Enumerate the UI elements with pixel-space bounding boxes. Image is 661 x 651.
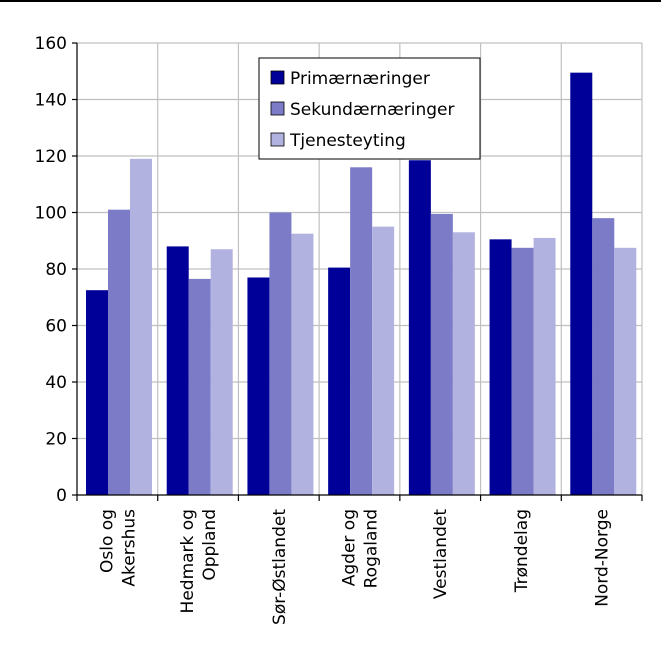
y-tick-label: 80 [45,260,67,280]
x-tick-label: Oslo og [97,509,117,573]
bar-2-7 [592,218,615,495]
x-tick-label: Akershus [119,509,139,587]
bar-3-3 [291,233,314,495]
bar-3-7 [614,247,637,495]
legend-label: Primærnæringer [290,69,430,89]
x-tick-label: Vestlandet [431,509,451,599]
bar-1-7 [570,72,593,495]
bar-2-4 [350,167,373,496]
y-tick-label: 100 [35,204,67,224]
x-tick-label: Oppland [200,509,220,581]
bar-3-4 [372,226,395,495]
bar-1-4 [328,267,351,495]
y-tick-label: 120 [35,147,67,167]
x-tick-label: Trøndelag [512,509,532,593]
bar-2-2 [188,278,211,495]
bar-1-6 [489,239,512,495]
x-tick-label: Rogaland [362,509,382,588]
bar-2-5 [430,213,453,495]
bar-3-2 [210,249,233,495]
bar-2-3 [269,212,292,495]
bar-1-3 [247,277,270,495]
x-tick-label: Agder og [340,509,360,586]
y-tick-label: 0 [56,486,67,506]
x-tick-label: Sør-Østlandet [270,509,290,625]
top-rule [0,0,661,2]
legend-swatch [270,70,285,85]
legend-swatch [270,101,285,116]
y-tick-label: 20 [45,430,67,450]
bar-3-5 [452,232,475,495]
y-tick-label: 40 [45,373,67,393]
x-tick-label: Nord-Norge [593,509,613,607]
legend-box [258,57,481,160]
legend-label: Sekundærnæringer [290,100,455,120]
bar-1-5 [408,160,431,496]
y-tick-label: 140 [35,91,67,111]
bar-1-2 [166,246,189,495]
bar-2-6 [511,247,534,495]
legend-label: Tjenesteyting [289,131,406,151]
bar-2-1 [108,209,130,496]
bar-3-1 [130,158,152,495]
y-tick-label: 160 [35,34,67,54]
legend-swatch [270,132,285,147]
y-tick-label: 60 [45,317,67,337]
bar-3-6 [533,237,556,496]
x-tick-label: Hedmark og [178,509,198,613]
bar-1-1 [86,290,108,495]
